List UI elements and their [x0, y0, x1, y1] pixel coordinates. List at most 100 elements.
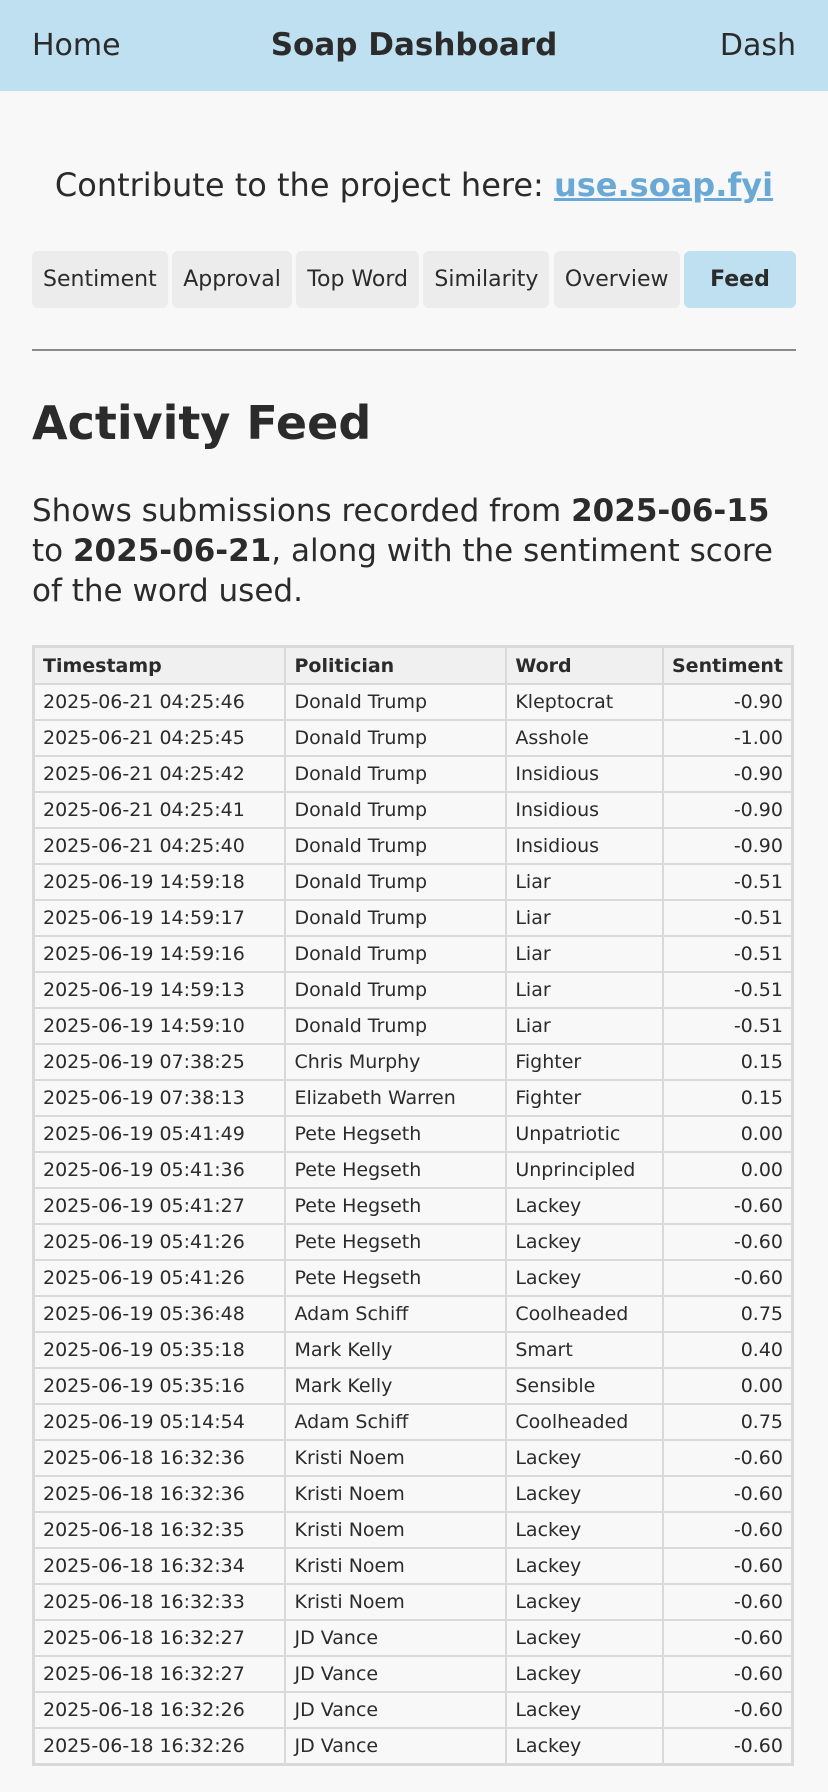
- politician-cell: Mark Kelly: [284, 1367, 508, 1405]
- table-row: 2025-06-18 16:32:26 JD Vance Lackey -0.60: [32, 1727, 794, 1766]
- word-cell: Lackey: [505, 1439, 664, 1477]
- column-header-timestamp[interactable]: Timestamp: [32, 645, 287, 685]
- politician-cell: Donald Trump: [284, 1007, 508, 1045]
- sentiment-cell: 0.15: [661, 1043, 794, 1081]
- politician-cell: Adam Schiff: [284, 1403, 508, 1441]
- word-cell: Sensible: [505, 1367, 664, 1405]
- timestamp-cell: 2025-06-19 05:41:26: [32, 1223, 287, 1261]
- timestamp-cell: 2025-06-19 07:38:13: [32, 1079, 287, 1117]
- table-row: 2025-06-19 05:14:54 Adam Schiff Coolheaded…: [32, 1403, 794, 1441]
- sentiment-cell: 0.00: [661, 1367, 794, 1405]
- main-content: Contribute to the project here: use.soap…: [0, 165, 828, 1766]
- table-row: 2025-06-21 04:25:40 Donald Trump Insidious…: [32, 827, 794, 865]
- tab-feed[interactable]: Feed: [683, 251, 796, 308]
- timestamp-cell: 2025-06-18 16:32:26: [32, 1691, 287, 1729]
- word-cell: Fighter: [505, 1043, 664, 1081]
- sentiment-cell: -0.90: [661, 791, 794, 829]
- timestamp-cell: 2025-06-19 05:36:48: [32, 1295, 287, 1333]
- timestamp-cell: 2025-06-19 05:35:16: [32, 1367, 287, 1405]
- table-row: 2025-06-21 04:25:46 Donald Trump Kleptocra…: [32, 683, 794, 721]
- table-row: 2025-06-21 04:25:45 Donald Trump Asshole -1…: [32, 719, 794, 757]
- word-cell: Insidious: [505, 791, 664, 829]
- table-body: 2025-06-21 04:25:46 Donald Trump Kleptocra…: [32, 683, 794, 1766]
- politician-cell: Donald Trump: [284, 971, 508, 1009]
- timestamp-cell: 2025-06-21 04:25:46: [32, 683, 287, 721]
- politician-cell: Chris Murphy: [284, 1043, 508, 1081]
- table-row: 2025-06-19 05:41:27 Pete Hegseth Lackey -0.…: [32, 1187, 794, 1225]
- timestamp-cell: 2025-06-18 16:32:36: [32, 1439, 287, 1477]
- timestamp-cell: 2025-06-18 16:32:26: [32, 1727, 287, 1766]
- word-cell: Liar: [505, 899, 664, 937]
- word-cell: Asshole: [505, 719, 664, 757]
- table-row: 2025-06-18 16:32:36 Kristi Noem Lackey -0.6…: [32, 1439, 794, 1477]
- page-description: Shows submissions recorded from 2025-06-…: [32, 491, 796, 611]
- activity-feed-table: Timestamp Politician Word Sentiment 2025…: [32, 645, 794, 1766]
- politician-cell: Pete Hegseth: [284, 1115, 508, 1153]
- column-header-politician[interactable]: Politician: [284, 645, 508, 685]
- table-row: 2025-06-19 14:59:10 Donald Trump Liar -0.51: [32, 1007, 794, 1045]
- sentiment-cell: -0.60: [661, 1655, 794, 1693]
- politician-cell: Pete Hegseth: [284, 1223, 508, 1261]
- table-row: 2025-06-19 14:59:17 Donald Trump Liar -0.51: [32, 899, 794, 937]
- home-link[interactable]: Home: [32, 28, 121, 63]
- word-cell: Lackey: [505, 1619, 664, 1657]
- politician-cell: Kristi Noem: [284, 1439, 508, 1477]
- timestamp-cell: 2025-06-18 16:32:27: [32, 1619, 287, 1657]
- tab-top-word[interactable]: Top Word: [296, 251, 419, 308]
- timestamp-cell: 2025-06-19 14:59:10: [32, 1007, 287, 1045]
- word-cell: Insidious: [505, 827, 664, 865]
- sentiment-cell: -0.60: [661, 1187, 794, 1225]
- sentiment-cell: 0.40: [661, 1331, 794, 1369]
- dash-link[interactable]: Dash: [719, 28, 796, 63]
- timestamp-cell: 2025-06-21 04:25:42: [32, 755, 287, 793]
- timestamp-cell: 2025-06-19 07:38:25: [32, 1043, 287, 1081]
- sentiment-cell: -0.51: [661, 1007, 794, 1045]
- timestamp-cell: 2025-06-19 14:59:16: [32, 935, 287, 973]
- top-nav-bar: Home Soap Dashboard Dash: [0, 0, 828, 91]
- word-cell: Unprincipled: [505, 1151, 664, 1189]
- sentiment-cell: 0.00: [661, 1115, 794, 1153]
- politician-cell: Donald Trump: [284, 791, 508, 829]
- politician-cell: Donald Trump: [284, 719, 508, 757]
- sentiment-cell: -0.60: [661, 1727, 794, 1766]
- timestamp-cell: 2025-06-21 04:25:45: [32, 719, 287, 757]
- tab-sentiment[interactable]: Sentiment: [32, 251, 168, 308]
- sentiment-cell: 0.75: [661, 1403, 794, 1441]
- timestamp-cell: 2025-06-21 04:25:40: [32, 827, 287, 865]
- sentiment-cell: -0.60: [661, 1511, 794, 1549]
- word-cell: Kleptocrat: [505, 683, 664, 721]
- word-cell: Lackey: [505, 1475, 664, 1513]
- table-row: 2025-06-21 04:25:42 Donald Trump Insidious…: [32, 755, 794, 793]
- word-cell: Unpatriotic: [505, 1115, 664, 1153]
- table-row: 2025-06-18 16:32:33 Kristi Noem Lackey -0.6…: [32, 1583, 794, 1621]
- table-row: 2025-06-19 14:59:13 Donald Trump Liar -0.51: [32, 971, 794, 1009]
- word-cell: Lackey: [505, 1583, 664, 1621]
- desc-middle: to: [32, 533, 73, 569]
- word-cell: Liar: [505, 1007, 664, 1045]
- tab-similarity[interactable]: Similarity: [423, 251, 550, 308]
- timestamp-cell: 2025-06-18 16:32:35: [32, 1511, 287, 1549]
- column-header-sentiment[interactable]: Sentiment: [661, 645, 794, 685]
- table-row: 2025-06-21 04:25:41 Donald Trump Insidious…: [32, 791, 794, 829]
- desc-suffix: , along with the sentiment score of the …: [32, 533, 773, 609]
- politician-cell: Pete Hegseth: [284, 1259, 508, 1297]
- politician-cell: Donald Trump: [284, 827, 508, 865]
- timestamp-cell: 2025-06-19 05:35:18: [32, 1331, 287, 1369]
- word-cell: Coolheaded: [505, 1403, 664, 1441]
- table-row: 2025-06-19 14:59:18 Donald Trump Liar -0.51: [32, 863, 794, 901]
- politician-cell: JD Vance: [284, 1727, 508, 1766]
- word-cell: Lackey: [505, 1223, 664, 1261]
- tab-approval[interactable]: Approval: [172, 251, 292, 308]
- table-row: 2025-06-18 16:32:27 JD Vance Lackey -0.60: [32, 1655, 794, 1693]
- table-row: 2025-06-18 16:32:34 Kristi Noem Lackey -0.6…: [32, 1547, 794, 1585]
- tab-overview[interactable]: Overview: [553, 251, 680, 308]
- column-header-word[interactable]: Word: [505, 645, 664, 685]
- contribute-link[interactable]: use.soap.fyi: [553, 166, 774, 204]
- politician-cell: Mark Kelly: [284, 1331, 508, 1369]
- sentiment-cell: 0.15: [661, 1079, 794, 1117]
- timestamp-cell: 2025-06-19 05:41:36: [32, 1151, 287, 1189]
- word-cell: Liar: [505, 971, 664, 1009]
- word-cell: Lackey: [505, 1727, 664, 1766]
- timestamp-cell: 2025-06-18 16:32:34: [32, 1547, 287, 1585]
- timestamp-cell: 2025-06-19 14:59:18: [32, 863, 287, 901]
